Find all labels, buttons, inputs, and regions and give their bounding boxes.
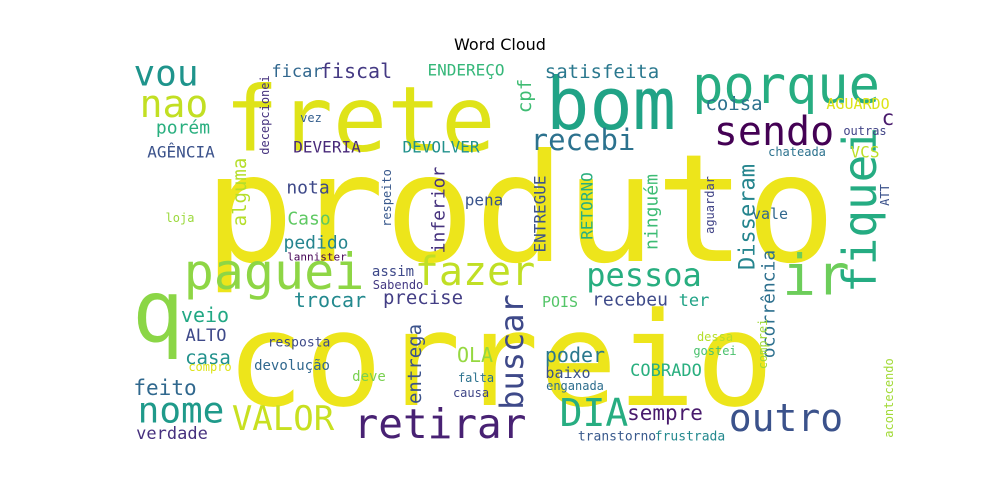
word-satisfeita: satisfeita	[545, 61, 659, 83]
word-entrega: entrega	[404, 324, 426, 404]
word-deveria: DEVERIA	[293, 138, 361, 157]
word-compro: compro	[188, 360, 231, 374]
word-pena: pena	[465, 191, 504, 210]
word-entregue: ENTREGUE	[531, 175, 550, 252]
word-aguardo: AGUARDO	[826, 95, 889, 113]
word-transtorno: transtorno	[578, 430, 656, 445]
chart-title: Word Cloud	[0, 35, 1000, 54]
word-cobrado: COBRADO	[630, 361, 702, 381]
word-pois: POIS	[542, 293, 578, 311]
word-comprei: comprei	[756, 319, 770, 370]
word-alguma: alguma	[229, 158, 251, 227]
word-att: ATT	[878, 184, 892, 206]
word-endereço: ENDEREÇO	[427, 61, 504, 80]
word-recebeu: recebeu	[592, 290, 668, 311]
word-frustrada: frustrada	[655, 430, 725, 445]
word-cloud: produto correio frete bom porque q ir fiquei pes…	[125, 60, 900, 447]
word-pessoa: pessoa	[586, 256, 702, 294]
word-vou: vou	[133, 60, 198, 95]
word-porém: porém	[156, 118, 210, 139]
word-retorno: RETORNO	[578, 172, 597, 239]
word-caso: Caso	[287, 209, 330, 230]
word-sempre: sempre	[627, 401, 703, 425]
word-loja: loja	[166, 211, 195, 225]
word-ter: ter	[679, 291, 710, 311]
word-verdade: verdade	[136, 424, 208, 444]
word-vcs: VCS	[851, 143, 880, 162]
word-trocar: trocar	[294, 288, 366, 312]
word-enganada: enganada	[546, 379, 604, 393]
word-valor: VALOR	[232, 399, 335, 439]
word-outras: outras	[843, 124, 886, 138]
word-deve: deve	[352, 369, 386, 385]
word-vale: vale	[752, 205, 788, 223]
word-gostei: gostei	[693, 344, 736, 358]
word-ficar: ficar	[271, 62, 322, 82]
word-devolver: DEVOLVER	[402, 138, 479, 157]
word-respeito: respeito	[380, 169, 394, 227]
word-inferior: inferior	[429, 166, 450, 253]
word-fiscal: fiscal	[320, 60, 392, 83]
word-feito: feito	[133, 376, 196, 400]
word-falta: falta	[458, 371, 494, 385]
word-aguardar: aguardar	[703, 176, 717, 234]
word-dia: DIA	[560, 391, 629, 435]
word-acontecendo: acontecendo	[882, 358, 896, 437]
word-lannister: lannister	[287, 251, 347, 264]
word-causa: causa	[453, 386, 489, 400]
word-resposta: resposta	[268, 336, 331, 351]
word-ola: OLA	[457, 343, 493, 367]
word-vez: vez	[300, 111, 322, 125]
word-alto: ALTO	[186, 326, 227, 346]
word-dessa: dessa	[697, 330, 733, 344]
word-agência: AGÊNCIA	[147, 143, 215, 162]
word-precise: precise	[383, 287, 463, 309]
word-cpf: cpf	[514, 79, 536, 113]
word-coisa: coisa	[705, 93, 762, 115]
word-buscar: buscar	[493, 294, 531, 410]
word-q: q	[132, 262, 184, 362]
word-chateada: chateada	[768, 145, 826, 159]
word-decepcionei: decepcionei	[258, 75, 272, 154]
word-veio: veio	[181, 303, 229, 327]
word-devolução: devolução	[254, 358, 330, 374]
word-recebi: recebi	[531, 123, 636, 157]
word-outro: outro	[729, 396, 843, 440]
word-nota: nota	[286, 178, 329, 199]
word-ninguém: ninguém	[642, 174, 663, 250]
